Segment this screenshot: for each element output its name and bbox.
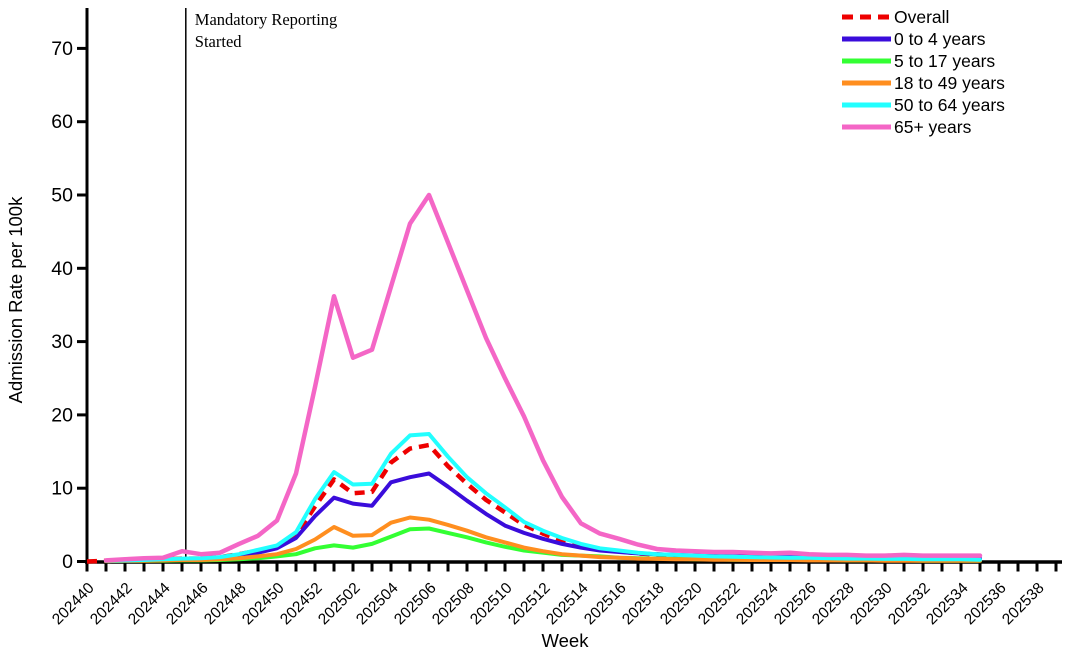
x-tick-label: 202538 — [999, 580, 1048, 629]
x-tick-label: 202512 — [505, 580, 554, 629]
x-tick-label: 202522 — [695, 580, 744, 629]
legend-label-6: 65+ years — [894, 117, 972, 137]
legend-label-2: 0 to 4 years — [894, 29, 986, 49]
y-tick-label: 60 — [51, 111, 73, 133]
x-tick-label: 202526 — [771, 580, 820, 629]
y-tick-label: 30 — [51, 331, 73, 353]
x-tick-label: 202518 — [619, 580, 668, 629]
legend-label-1: Overall — [894, 7, 949, 27]
legend-label-3: 5 to 17 years — [894, 51, 995, 71]
x-tick-label: 202502 — [315, 580, 364, 629]
x-tick-label: 202532 — [885, 580, 934, 629]
x-tick-label: 202528 — [809, 580, 858, 629]
x-tick-label: 202516 — [581, 580, 630, 629]
y-tick-label: 70 — [51, 38, 73, 60]
series-line-65-years — [103, 192, 983, 563]
x-tick-label: 202452 — [277, 580, 326, 629]
x-axis-title: Week — [542, 630, 590, 651]
series-line-0-to-4-years — [104, 471, 982, 563]
x-tick-label: 202446 — [163, 580, 212, 629]
x-tick-label: 202536 — [961, 580, 1010, 629]
y-tick-label: 10 — [51, 478, 73, 500]
legend-label-5: 50 to 64 years — [894, 95, 1005, 115]
y-tick-label: 50 — [51, 185, 73, 207]
y-tick-label: 0 — [62, 551, 73, 573]
vline-annotation-line2: Started — [195, 32, 242, 51]
legend-label-4: 18 to 49 years — [894, 73, 1005, 93]
x-tick-label: 202508 — [429, 580, 478, 629]
x-tick-label: 202442 — [87, 580, 136, 629]
vline-annotation-line1: Mandatory Reporting — [195, 10, 338, 29]
series-line-overall — [86, 442, 981, 564]
x-tick-label: 202448 — [201, 580, 250, 629]
y-tick-label: 40 — [51, 258, 73, 280]
y-tick-label: 20 — [51, 404, 73, 426]
x-tick-label: 202506 — [391, 580, 440, 629]
series-line-18-to-49-years — [104, 515, 982, 564]
y-axis-title: Admission Rate per 100k — [5, 196, 26, 403]
series-line-50-to-64-years — [104, 432, 982, 563]
